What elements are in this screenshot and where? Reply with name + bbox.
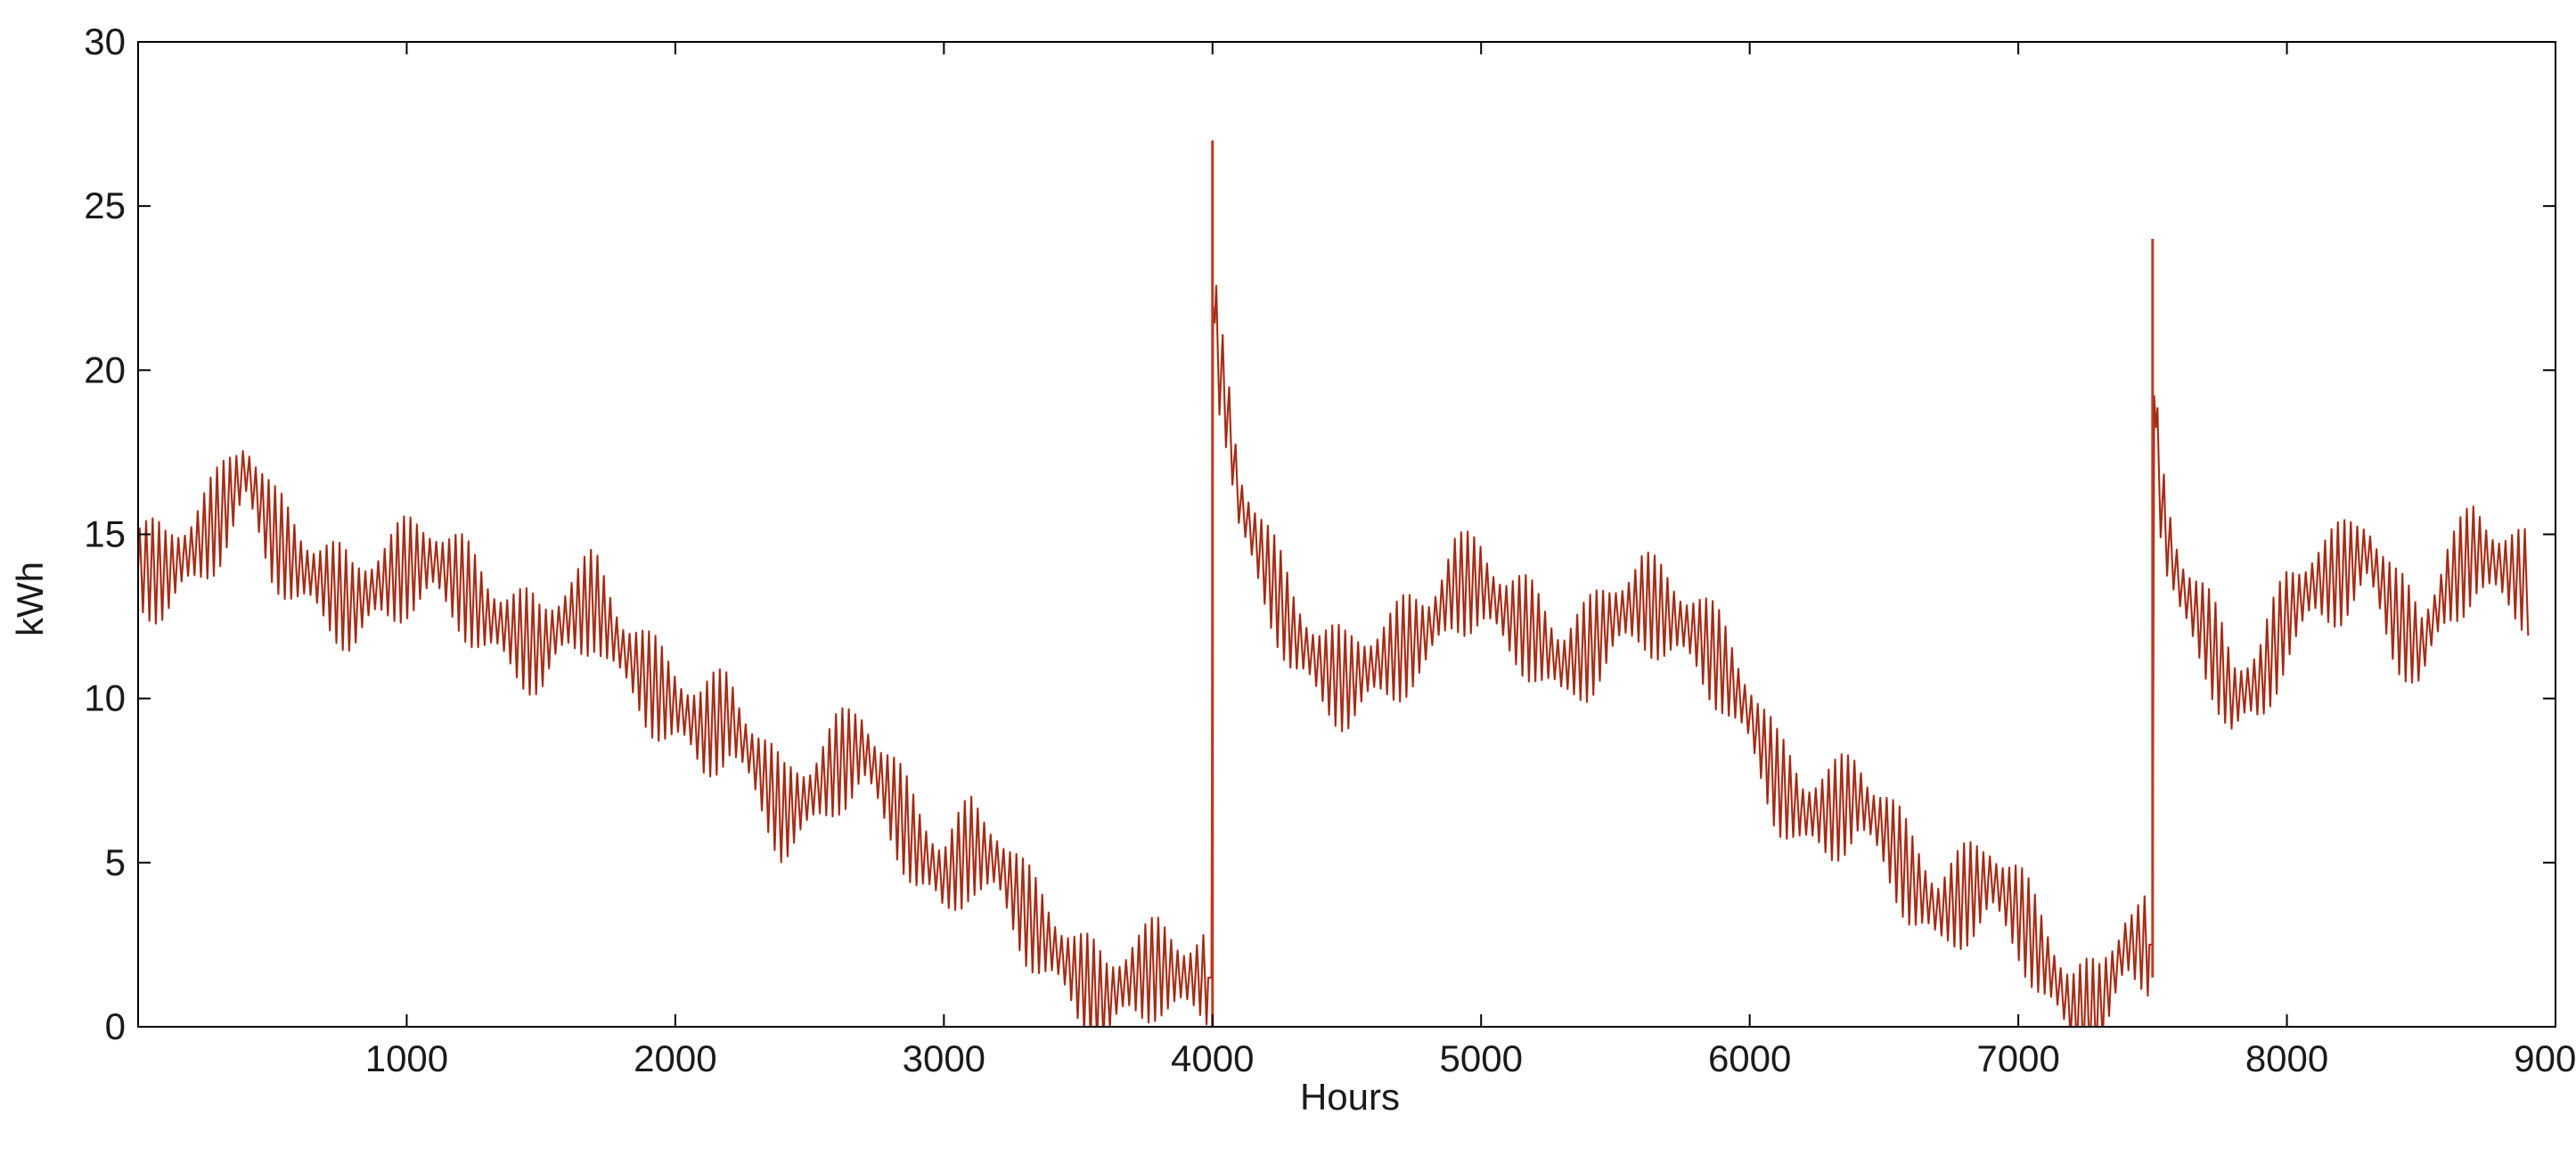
y-tick-label: 10 (84, 677, 126, 719)
x-tick-label: 6000 (1708, 1037, 1791, 1079)
x-tick-label: 5000 (1440, 1037, 1523, 1079)
y-tick-label: 30 (84, 20, 126, 62)
x-tick-label: 4000 (1171, 1037, 1254, 1079)
y-tick-label: 0 (105, 1005, 126, 1047)
x-tick-label: 1000 (365, 1037, 448, 1079)
y-tick-label: 25 (84, 184, 126, 226)
y-tick-label: 5 (105, 841, 126, 883)
series-line-shadow (138, 285, 2529, 1027)
x-tick-label: 7000 (1976, 1037, 2059, 1079)
y-axis-title: kWh (9, 562, 51, 636)
y-tick-label: 15 (84, 513, 126, 555)
data-layer (138, 140, 2530, 1027)
x-tick-label: 2000 (634, 1037, 716, 1079)
x-tick-label: 8000 (2245, 1037, 2328, 1079)
x-tick-label: 3000 (903, 1037, 985, 1079)
x-axis-title: Hours (1300, 1076, 1400, 1118)
y-tick-label: 20 (84, 348, 126, 390)
